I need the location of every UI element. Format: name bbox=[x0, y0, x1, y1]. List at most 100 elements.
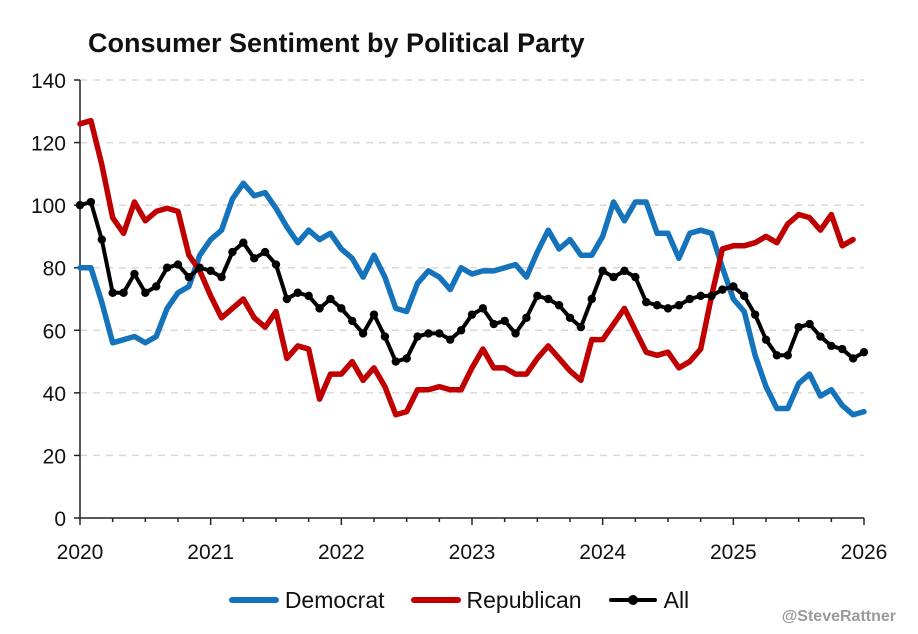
data-point-all-24 bbox=[337, 304, 346, 313]
data-point-all-67 bbox=[805, 319, 814, 329]
data-point-all-49 bbox=[609, 272, 618, 282]
data-point-all-58 bbox=[707, 291, 716, 301]
data-point-all-42 bbox=[533, 291, 542, 301]
data-point-all-26 bbox=[358, 329, 368, 338]
data-point-all-18 bbox=[271, 260, 281, 269]
data-point-all-14 bbox=[228, 247, 237, 257]
data-point-all-19 bbox=[282, 294, 292, 304]
data-point-all-11 bbox=[195, 263, 204, 272]
y-tick-label-80: 80 bbox=[43, 258, 66, 281]
data-point-all-35 bbox=[456, 326, 466, 335]
data-point-all-10 bbox=[184, 272, 194, 282]
legend-swatch-all bbox=[608, 595, 657, 605]
data-point-all-8 bbox=[162, 263, 172, 272]
data-point-all-61 bbox=[740, 291, 749, 301]
data-point-all-5 bbox=[130, 269, 139, 279]
data-point-all-22 bbox=[315, 304, 324, 313]
data-point-all-46 bbox=[576, 322, 586, 332]
data-point-all-66 bbox=[794, 322, 803, 332]
y-tick-label-100: 100 bbox=[31, 195, 66, 218]
data-point-all-27 bbox=[369, 310, 379, 319]
data-point-all-45 bbox=[565, 313, 575, 322]
data-point-all-9 bbox=[173, 260, 183, 269]
legend-label-republican: Republican bbox=[466, 586, 582, 613]
x-tick-label-2024: 2024 bbox=[579, 541, 626, 564]
data-point-all-28 bbox=[380, 332, 390, 341]
data-point-all-60 bbox=[729, 282, 738, 291]
data-point-all-56 bbox=[685, 294, 694, 304]
y-tick-label-60: 60 bbox=[43, 320, 66, 343]
data-point-all-68 bbox=[816, 332, 825, 341]
axes bbox=[74, 79, 865, 525]
data-point-all-4 bbox=[119, 288, 128, 297]
data-point-all-50 bbox=[620, 266, 629, 276]
y-tick-label-140: 140 bbox=[31, 70, 66, 93]
legend-item-democrat: Democrat bbox=[228, 586, 385, 614]
data-point-all-34 bbox=[446, 335, 455, 344]
data-point-all-30 bbox=[402, 354, 411, 363]
data-point-all-63 bbox=[761, 335, 771, 344]
data-point-all-57 bbox=[696, 291, 705, 301]
data-point-all-31 bbox=[413, 332, 422, 341]
series-line-republican bbox=[77, 117, 856, 418]
x-tick-label-2023: 2023 bbox=[449, 541, 496, 564]
legend-item-all: All bbox=[608, 587, 689, 614]
data-point-all-41 bbox=[522, 313, 531, 322]
data-point-all-38 bbox=[489, 319, 498, 329]
data-point-all-13 bbox=[217, 272, 226, 282]
data-point-all-21 bbox=[304, 291, 313, 301]
series-line-democrat bbox=[77, 180, 867, 418]
legend-item-republican: Republican bbox=[410, 586, 582, 614]
tick-labels: 0 20 40 60 80 100 120 140 2020 2021 2022 2023 2024 20… bbox=[31, 70, 887, 564]
data-point-all-7 bbox=[152, 282, 161, 291]
data-point-all-70 bbox=[838, 344, 847, 354]
x-tick-label-2022: 2022 bbox=[318, 541, 365, 564]
legend-label-democrat: Democrat bbox=[284, 586, 385, 613]
series-group bbox=[75, 117, 869, 418]
data-point-all-64 bbox=[772, 351, 782, 360]
data-point-all-17 bbox=[260, 247, 270, 257]
data-point-all-3 bbox=[108, 288, 117, 297]
data-point-all-69 bbox=[827, 341, 836, 351]
credit-label: @SteveRattner bbox=[781, 608, 896, 625]
y-tick-label-40: 40 bbox=[43, 383, 66, 406]
data-point-all-44 bbox=[554, 301, 564, 310]
y-tick-label-0: 0 bbox=[54, 508, 66, 531]
data-point-all-71 bbox=[848, 354, 858, 363]
chart-area: 0 20 40 60 80 100 120 140 2020 2021 2022 2023 2024 20… bbox=[31, 70, 887, 564]
data-point-all-23 bbox=[326, 294, 335, 304]
data-point-all-52 bbox=[642, 297, 651, 307]
data-point-all-29 bbox=[391, 357, 400, 366]
legend-swatch-republican bbox=[410, 597, 461, 603]
data-point-all-39 bbox=[500, 316, 509, 326]
data-point-all-25 bbox=[348, 316, 357, 326]
data-point-all-62 bbox=[750, 310, 760, 319]
data-point-all-15 bbox=[239, 238, 248, 247]
data-point-all-12 bbox=[206, 266, 215, 276]
data-point-all-36 bbox=[467, 310, 477, 319]
data-point-all-51 bbox=[631, 272, 640, 282]
series-republican bbox=[77, 117, 856, 418]
data-point-all-54 bbox=[663, 304, 673, 313]
data-point-all-55 bbox=[674, 301, 684, 310]
series-line-all bbox=[78, 200, 866, 364]
data-point-all-48 bbox=[598, 266, 607, 276]
y-tick-label-20: 20 bbox=[43, 445, 66, 468]
data-point-all-6 bbox=[141, 288, 150, 297]
data-point-all-32 bbox=[424, 329, 433, 338]
data-point-all-37 bbox=[478, 304, 488, 313]
data-point-all-16 bbox=[250, 254, 259, 263]
data-point-all-20 bbox=[293, 288, 302, 297]
series-all bbox=[75, 197, 869, 366]
chart-title: Consumer Sentiment by Political Party bbox=[88, 28, 585, 58]
data-point-all-53 bbox=[652, 301, 662, 310]
x-tick-label-2025: 2025 bbox=[710, 541, 757, 564]
data-point-all-72 bbox=[859, 347, 869, 357]
data-point-all-1 bbox=[86, 197, 96, 207]
data-point-all-40 bbox=[511, 329, 520, 338]
x-tick-label-2026: 2026 bbox=[841, 541, 888, 564]
data-point-all-59 bbox=[718, 285, 727, 294]
data-point-all-65 bbox=[783, 351, 792, 360]
legend: Democrat Republican All bbox=[0, 585, 918, 615]
data-point-all-43 bbox=[544, 294, 553, 304]
